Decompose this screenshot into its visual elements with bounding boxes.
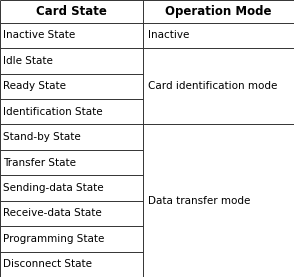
Text: Programming State: Programming State (3, 234, 104, 244)
Text: Transfer State: Transfer State (3, 158, 76, 168)
Text: Data transfer mode: Data transfer mode (148, 196, 251, 206)
Text: Inactive: Inactive (148, 30, 190, 40)
Text: Stand-by State: Stand-by State (3, 132, 81, 142)
Text: Identification State: Identification State (3, 107, 103, 117)
Text: Idle State: Idle State (3, 56, 53, 66)
Text: Disconnect State: Disconnect State (3, 259, 92, 269)
Text: Card State: Card State (36, 5, 107, 18)
Text: Inactive State: Inactive State (3, 30, 75, 40)
Text: Ready State: Ready State (3, 81, 66, 91)
Text: Sending-data State: Sending-data State (3, 183, 103, 193)
Text: Card identification mode: Card identification mode (148, 81, 278, 91)
Text: Receive-data State: Receive-data State (3, 208, 102, 219)
Text: Operation Mode: Operation Mode (165, 5, 272, 18)
